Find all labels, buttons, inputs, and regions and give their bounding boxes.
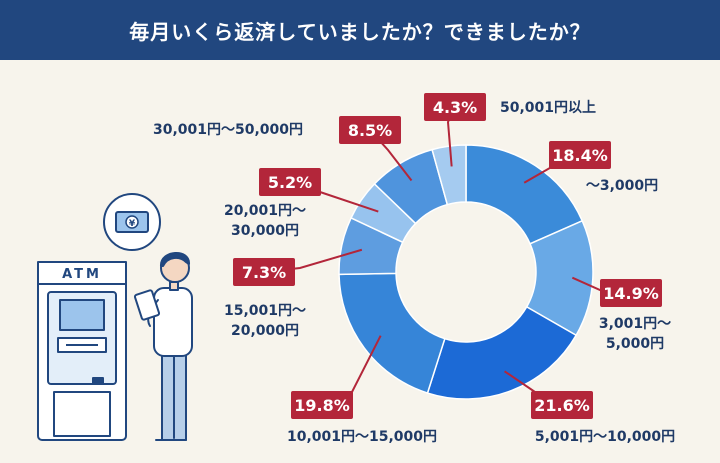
value-badge [233, 258, 295, 286]
data-label: 8.5% [348, 121, 392, 140]
data-label: 21.6% [534, 396, 590, 415]
category-label-line: 20,001円〜 [224, 203, 306, 219]
category-label: 10,001円〜15,000円 [287, 429, 437, 445]
value-badge [424, 93, 486, 121]
value-badge [259, 168, 321, 196]
category-label-line: 10,001円〜15,000円 [287, 429, 437, 445]
data-label: 14.9% [603, 284, 659, 303]
person-hair [159, 252, 191, 267]
data-label: 18.4% [552, 146, 608, 165]
page-title: 毎月いくら返済していましたか？できましたか？ [129, 19, 591, 44]
category-label: 50,001円以上 [500, 100, 596, 116]
donut-slice [426, 305, 578, 400]
category-label-line: 30,000円 [231, 223, 299, 239]
category-label: 30,001円〜50,000円 [153, 122, 303, 138]
category-label-line: 5,000円 [606, 336, 664, 352]
badge-layer: 18.4% 〜3,000円 14.9% 3,001円〜 5,000円 21.6% 5,001… [153, 93, 675, 445]
atm-receipt-slot [92, 377, 104, 385]
bankbook-icon [133, 289, 161, 321]
category-label-line: 5,001円〜10,000円 [535, 429, 675, 445]
donut-slice [431, 144, 467, 206]
category-label-line: 15,001円〜 [224, 303, 306, 319]
category-label: 20,001円〜 30,000円 [224, 203, 306, 239]
thought-bubble [103, 193, 161, 251]
atm-label: ATM [62, 267, 102, 282]
category-label-line: 〜3,000円 [586, 178, 658, 194]
donut-chart: 18.4% 〜3,000円 14.9% 3,001円〜 5,000円 21.6% 5,001… [153, 93, 675, 445]
category-label-line: 50,001円以上 [500, 100, 596, 116]
value-badge [600, 279, 662, 307]
category-label: 5,001円〜10,000円 [535, 429, 675, 445]
data-label: 4.3% [433, 98, 477, 117]
data-label: 7.3% [242, 263, 286, 282]
value-badge [549, 141, 611, 169]
category-label: 15,001円〜 20,000円 [224, 303, 306, 339]
value-badge [531, 391, 593, 419]
slice-layer [338, 144, 594, 400]
value-badge [339, 116, 401, 144]
atm-top-panel [37, 261, 127, 285]
category-label: 〜3,000円 [586, 178, 658, 194]
data-label: 19.8% [294, 396, 350, 415]
person-neck [169, 281, 179, 291]
atm-lower-panel [53, 391, 111, 437]
value-badge [291, 391, 353, 419]
person-illustration [133, 252, 193, 441]
header-banner: 毎月いくら返済していましたか？できましたか？ [0, 0, 720, 60]
category-label-line: 30,001円〜50,000円 [153, 122, 303, 138]
person-torso [153, 287, 193, 357]
yen-symbol: ¥ [129, 219, 136, 229]
donut-slice [338, 272, 446, 394]
atm-screen [59, 299, 105, 331]
banknote-seal [125, 215, 139, 229]
data-label: 5.2% [268, 173, 312, 192]
category-label: 3,001円〜 5,000円 [599, 316, 671, 352]
atm-illustration [37, 261, 127, 441]
category-label-line: 3,001円〜 [599, 316, 671, 332]
category-label-line: 20,000円 [231, 323, 299, 339]
